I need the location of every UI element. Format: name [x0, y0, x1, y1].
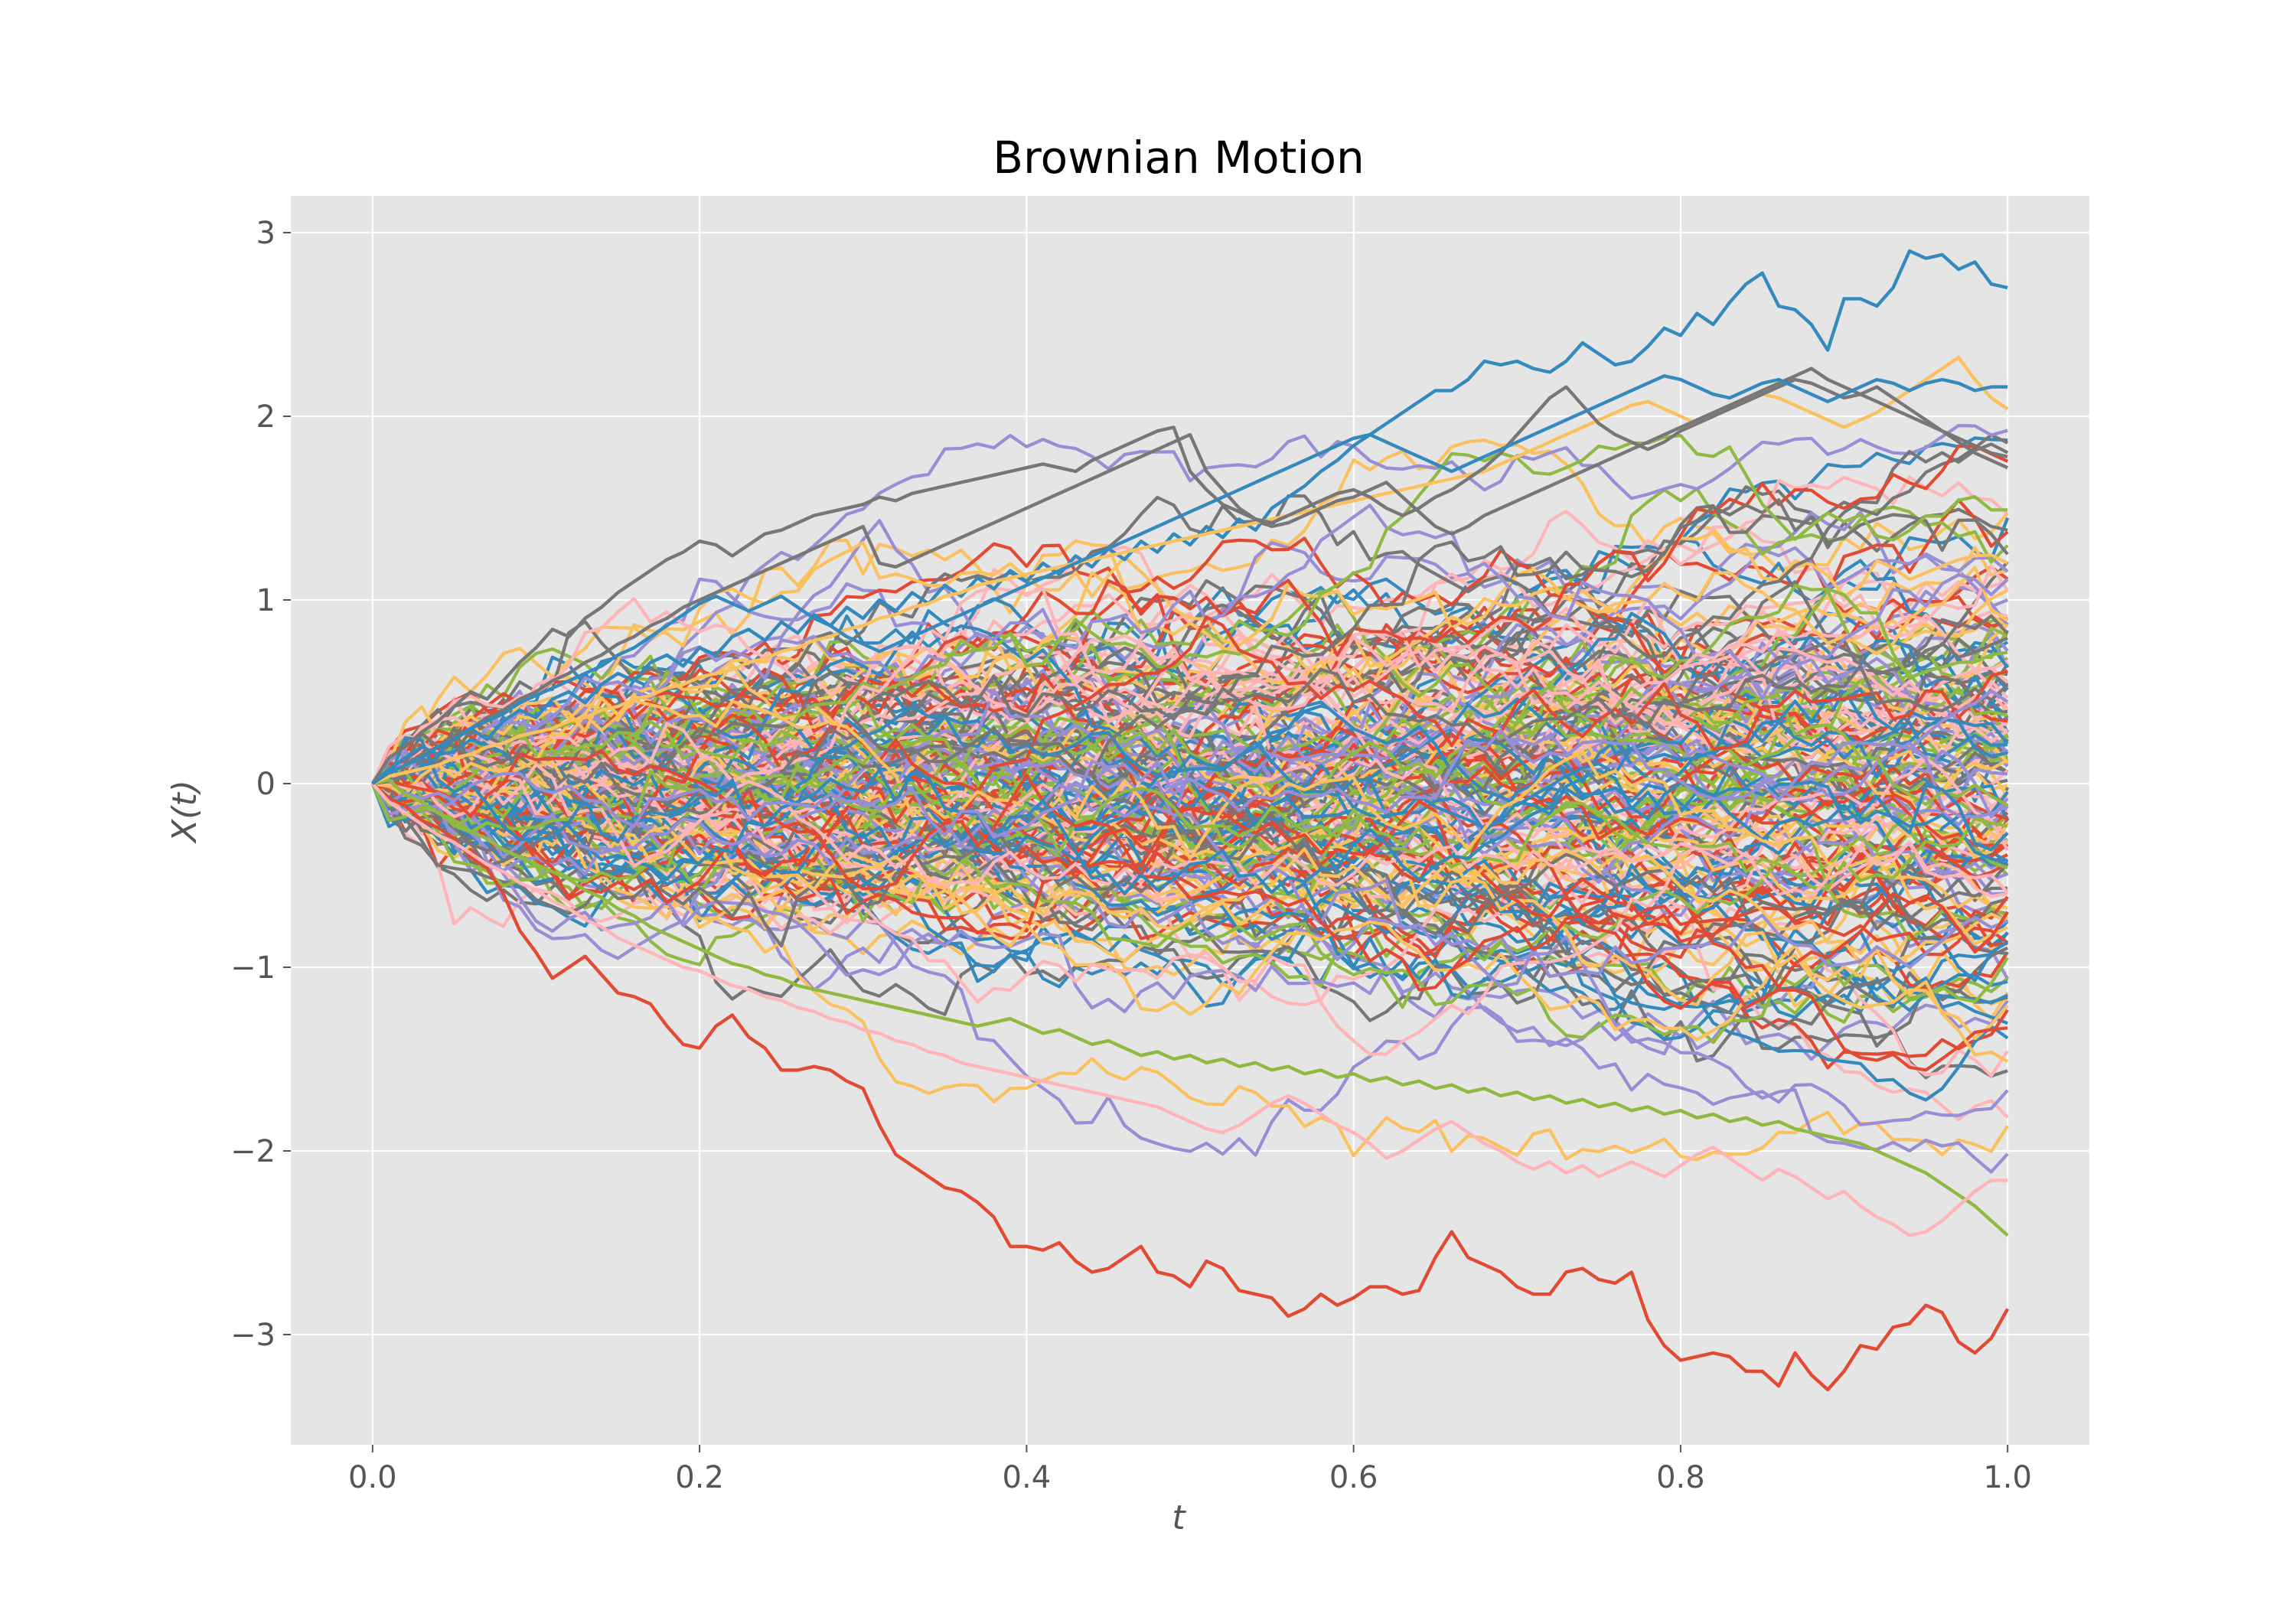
chart-title: Brownian Motion — [993, 132, 1365, 184]
brownian-path — [372, 498, 2009, 786]
y-tick-label: 1 — [256, 583, 276, 618]
brownian-path — [370, 783, 2008, 989]
brownian-path-extreme — [371, 782, 2010, 1392]
brownian-path — [371, 579, 2008, 812]
brownian-path-extreme — [371, 374, 2008, 785]
brownian-path — [371, 760, 2009, 1063]
brownian-path — [371, 705, 2008, 881]
brownian-path-extreme — [372, 778, 2009, 1237]
brownian-path — [372, 699, 2009, 946]
brownian-path — [372, 736, 2009, 896]
brownian-path — [371, 748, 2008, 935]
x-tick-label: 0.0 — [348, 1460, 397, 1495]
x-tick-label: 0.6 — [1329, 1460, 1378, 1495]
brownian-path — [372, 782, 2009, 960]
brownian-path — [371, 434, 2008, 804]
brownian-path-extreme — [371, 782, 2008, 1237]
x-axis-label: t — [1172, 1498, 1186, 1537]
y-tick-label: 2 — [256, 399, 276, 435]
brownian-path — [371, 664, 2009, 806]
y-axis-label: X(t) — [165, 780, 204, 844]
brownian-path — [371, 531, 2009, 785]
brownian-path — [370, 769, 2008, 891]
brownian-path — [371, 769, 2009, 1041]
brownian-path — [370, 586, 2009, 816]
brownian-path — [371, 753, 2009, 1162]
brownian-path — [371, 689, 2009, 839]
y-tick-label: −1 — [230, 950, 276, 986]
x-axis-ticks: 0.0 0.2 0.4 0.6 0.8 1.0 — [348, 1445, 2032, 1495]
brownian-path — [372, 748, 2009, 992]
brownian-path — [372, 597, 2010, 864]
x-tick-label: 0.8 — [1656, 1460, 1705, 1495]
y-tick-label: −3 — [230, 1318, 276, 1353]
brownian-path — [371, 670, 2008, 1009]
brownian-path — [371, 675, 2008, 888]
brownian-path-extreme — [371, 367, 2008, 785]
brownian-path-extreme — [371, 249, 2008, 785]
brownian-path — [371, 751, 2008, 1063]
x-tick-label: 0.4 — [1003, 1460, 1052, 1495]
brownian-path-extreme — [370, 377, 2009, 785]
y-tick-label: 3 — [256, 216, 276, 251]
y-tick-label: 0 — [256, 767, 276, 802]
x-tick-label: 1.0 — [1983, 1460, 2032, 1495]
brownian-path — [371, 782, 2008, 1005]
series-lines — [370, 249, 2010, 1392]
y-tick-label: −2 — [230, 1134, 276, 1169]
brownian-path — [371, 726, 2009, 920]
y-axis-ticks: −3 −2 −1 0 1 2 3 — [230, 216, 291, 1353]
brownian-path — [372, 536, 2009, 879]
x-tick-label: 0.2 — [675, 1460, 724, 1495]
brownian-path — [372, 615, 2008, 905]
brownian-path — [372, 762, 2008, 898]
brownian-path — [372, 777, 2009, 1126]
